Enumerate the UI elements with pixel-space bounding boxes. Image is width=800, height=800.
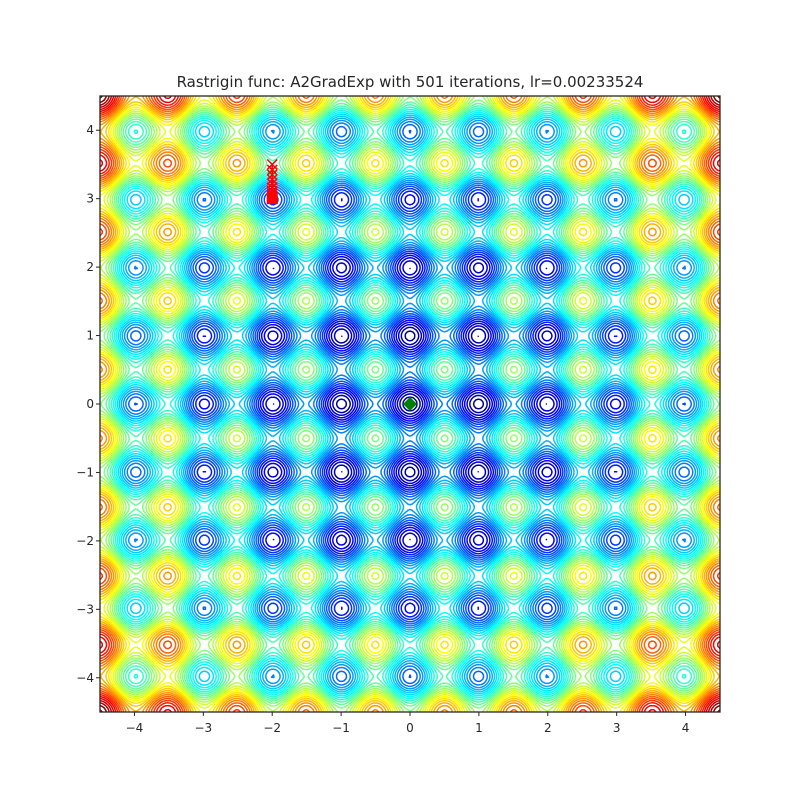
contour-level-35 — [100, 96, 720, 712]
contour-level-33 — [100, 96, 720, 712]
x-tick-label: −1 — [332, 721, 350, 735]
y-tick-label: 3 — [86, 192, 94, 206]
contour-level-3 — [262, 257, 558, 551]
x-tick-label: 3 — [613, 721, 621, 735]
x-tick-label: −4 — [126, 721, 144, 735]
contour-level-13 — [116, 112, 704, 696]
x-tick-label: −2 — [263, 721, 281, 735]
contour-level-19 — [100, 96, 720, 712]
contour-level-15 — [112, 108, 708, 700]
contour-level-20 — [100, 96, 720, 712]
optimizer-path-point — [266, 169, 278, 181]
x-axis-ticks: −4 −3 −2 −1 0 1 2 3 4 — [126, 712, 690, 735]
contour-level-8 — [127, 123, 693, 685]
contour-level-24 — [100, 96, 720, 712]
contour-level-26 — [100, 96, 720, 712]
global-minimum-marker — [403, 397, 417, 411]
x-tick-label: −3 — [194, 721, 212, 735]
contour-level-11 — [120, 116, 700, 692]
path-markers — [266, 158, 417, 411]
contour-level-16 — [110, 106, 710, 702]
y-tick-label: −3 — [76, 602, 94, 616]
x-tick-label: 2 — [544, 721, 552, 735]
contour-level-31 — [100, 96, 720, 712]
contour-level-7 — [133, 129, 687, 679]
y-tick-label: 1 — [86, 329, 94, 343]
contour-level-32 — [100, 96, 720, 712]
contour-level-0 — [335, 330, 485, 478]
contour-level-27 — [100, 96, 720, 712]
contour-level-9 — [125, 120, 695, 688]
x-tick-label: 4 — [682, 721, 690, 735]
contour-level-23 — [100, 96, 720, 712]
contour-level-22 — [100, 96, 720, 712]
optimizer-path-point — [266, 158, 278, 170]
contour-level-4 — [198, 194, 622, 614]
y-tick-label: 2 — [86, 260, 94, 274]
y-tick-label: 4 — [86, 123, 94, 137]
contour-level-21 — [100, 96, 720, 712]
contour-level-18 — [105, 101, 715, 707]
contour-level-12 — [118, 114, 702, 694]
y-tick-label: 0 — [86, 397, 94, 411]
contour-level-2 — [265, 260, 555, 548]
contour-level-28 — [100, 96, 720, 712]
contour-level-29 — [100, 96, 720, 712]
contour-level-17 — [108, 104, 712, 704]
chart-title: Rastrigin func: A2GradExp with 501 itera… — [177, 73, 644, 91]
contour-level-37 — [100, 96, 720, 712]
optimizer-path-point — [266, 164, 278, 176]
contour-level-25 — [100, 96, 720, 712]
x-tick-label: 1 — [475, 721, 483, 735]
y-tick-label: −4 — [76, 671, 94, 685]
contour-level-30 — [100, 96, 720, 712]
y-tick-label: −2 — [76, 534, 94, 548]
contour-level-6 — [192, 187, 628, 621]
contour-level-14 — [114, 110, 706, 698]
contour-level-5 — [195, 190, 625, 618]
contour-lines — [100, 96, 720, 712]
contour-level-10 — [122, 118, 698, 690]
contour-level-1 — [272, 267, 548, 541]
contour-level-36 — [100, 96, 720, 712]
path-end-marker — [266, 193, 278, 205]
optimizer-path-point — [266, 173, 278, 186]
y-tick-label: −1 — [76, 465, 94, 479]
y-axis-ticks: −4 −3 −2 −1 0 1 2 3 4 — [76, 123, 100, 685]
x-tick-label: 0 — [406, 721, 414, 735]
